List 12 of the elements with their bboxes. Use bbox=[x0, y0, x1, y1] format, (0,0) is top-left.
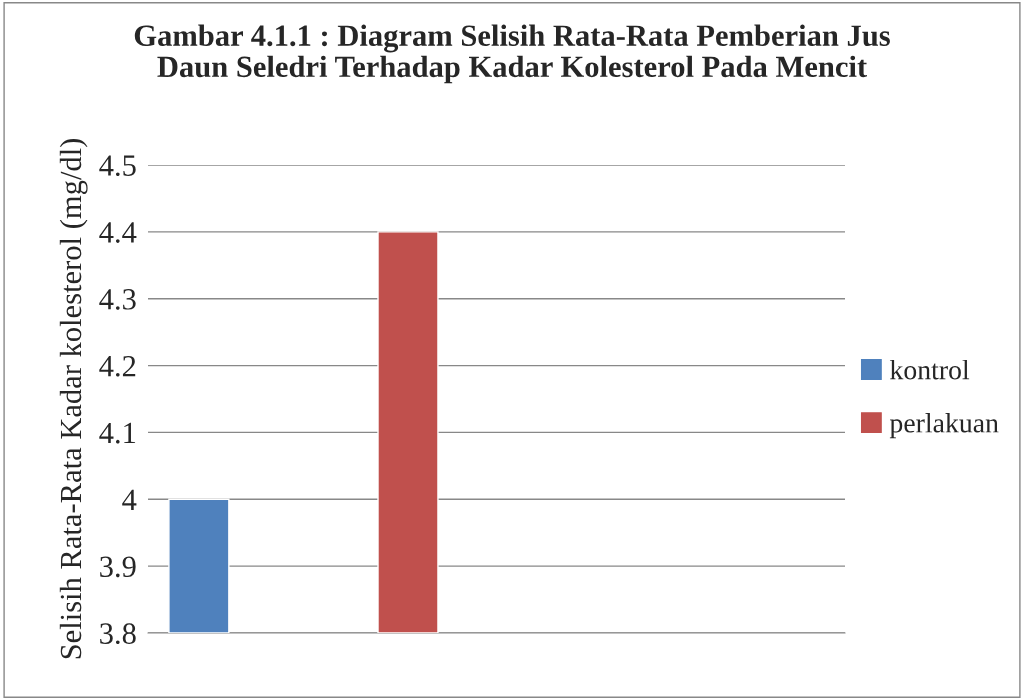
y-tick-label: 4.3 bbox=[99, 289, 136, 310]
y-tick-label: 3.9 bbox=[100, 556, 136, 578]
y-tick-label: 4.1 bbox=[99, 422, 136, 444]
y-tick-label: 4.2 bbox=[99, 355, 136, 377]
y-tick-label: 3.8 bbox=[100, 623, 136, 645]
y-tick-label: 4.5 bbox=[99, 155, 136, 177]
legend-label: perlakuan bbox=[889, 413, 999, 439]
y-tick-label: 4 bbox=[122, 489, 137, 510]
legend-label: kontrol bbox=[889, 359, 970, 380]
y-axis-title: Selisih Rata-Rata Kadar kolesterol (mg/dl) bbox=[59, 139, 88, 659]
y-tick-label: 4.4 bbox=[99, 222, 137, 243]
chart-title: Gambar 4.1.1 : Diagram Selisih Rata-Rata Pemberian Jus Daun Seledri Terhadap Kadar Kolesterol Pada Mencit bbox=[134, 24, 890, 84]
